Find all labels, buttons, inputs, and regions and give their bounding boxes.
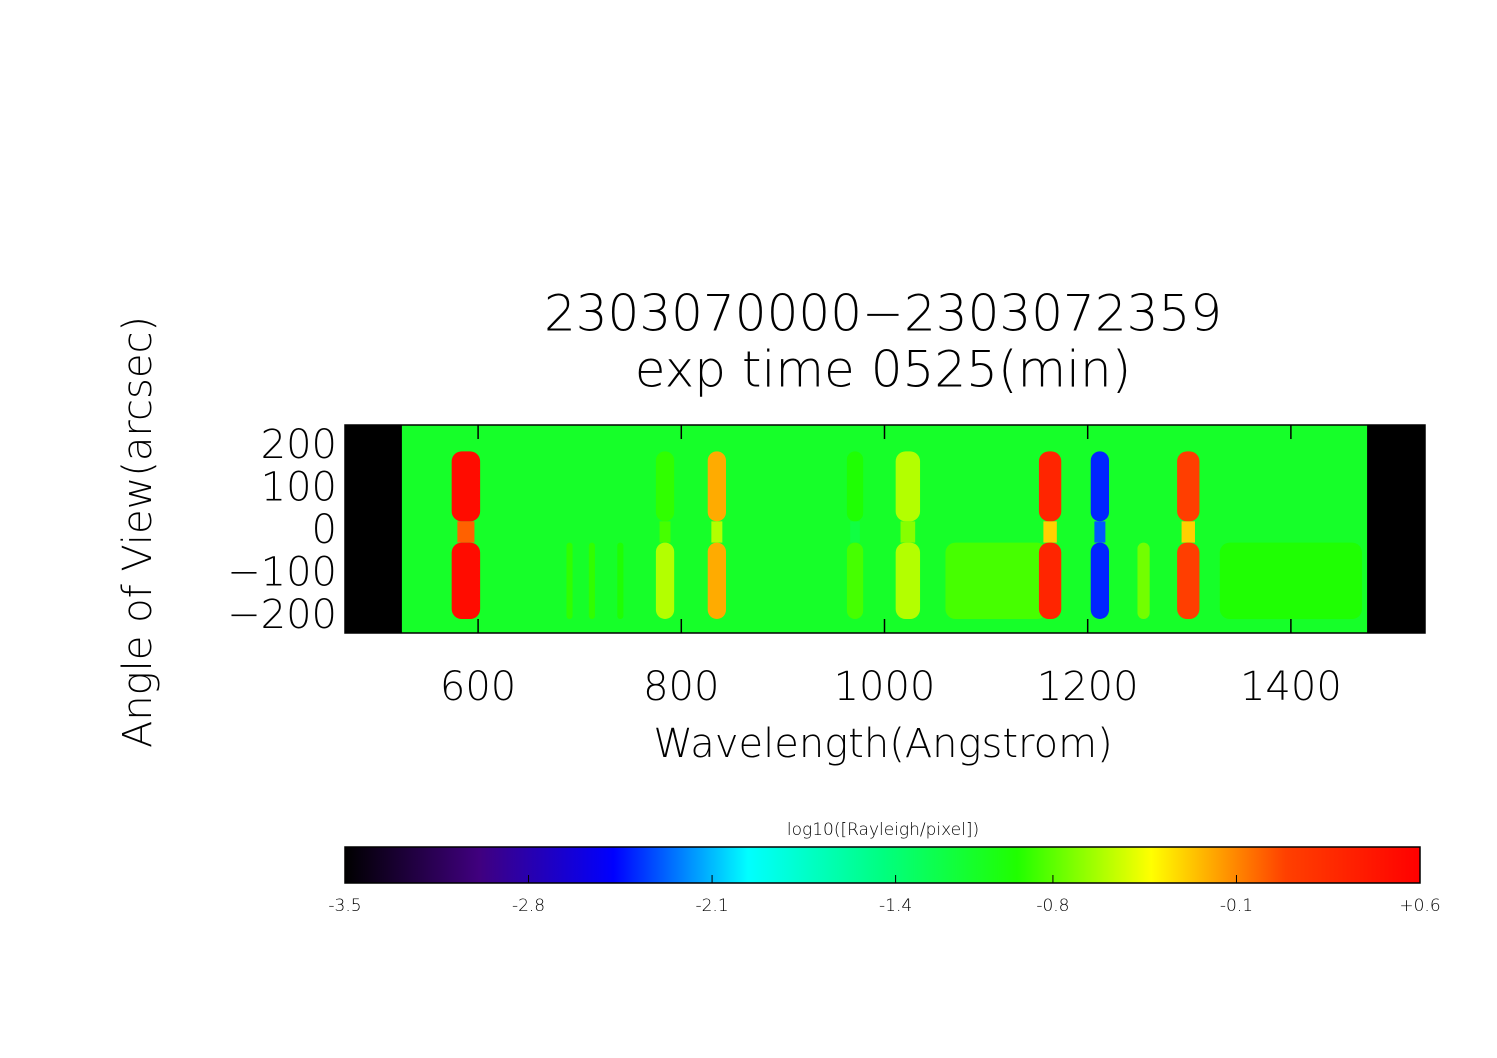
emission-band [711, 521, 723, 543]
emission-band [617, 542, 624, 619]
emission-band [588, 542, 595, 619]
y-tick-label: 100 [261, 465, 337, 511]
y-tick-label: −100 [227, 549, 337, 595]
emission-band [1090, 451, 1110, 522]
colorbar-tick-label: -0.1 [1220, 896, 1253, 916]
x-tick-label: 800 [643, 664, 719, 710]
emission-band [659, 521, 671, 543]
emission-band [900, 521, 916, 543]
chart-subtitle: exp time 0525(min) [635, 341, 1132, 399]
emission-band [1181, 521, 1195, 543]
colorbar-tick-label: -2.1 [695, 896, 728, 916]
colorbar-tick-label: -0.8 [1036, 896, 1069, 916]
y-tick-label: −200 [227, 592, 337, 638]
colorbar-tick-label: -3.5 [328, 896, 361, 916]
emission-band [1177, 542, 1200, 619]
emission-band [945, 542, 1048, 619]
emission-band [895, 542, 921, 619]
emission-band [655, 542, 675, 619]
x-tick-label: 1200 [1037, 664, 1139, 710]
emission-band [457, 521, 475, 543]
emission-band [566, 542, 573, 619]
emission-band [1094, 521, 1106, 543]
emission-band [850, 521, 860, 543]
emission-band [895, 451, 921, 522]
emission-band [846, 451, 864, 522]
emission-band [655, 451, 675, 522]
colorbar-label: log10([Rayleigh/pixel]) [787, 820, 979, 840]
colorbar-tick-label: -1.4 [879, 896, 912, 916]
emission-band [1137, 542, 1150, 619]
x-axis-label: Wavelength(Angstrom) [653, 721, 1112, 767]
emission-band [451, 542, 481, 619]
emission-band [846, 542, 864, 619]
emission-band [707, 451, 726, 522]
emission-band [451, 451, 481, 522]
y-tick-label: 0 [312, 507, 337, 553]
colorbar-tick-label: +0.6 [1399, 896, 1440, 916]
emission-band [1090, 542, 1110, 619]
emission-band [1219, 542, 1363, 619]
emission-band [1038, 451, 1062, 522]
x-tick-label: 1000 [834, 664, 936, 710]
detector-background [401, 425, 1368, 633]
x-tick-label: 600 [440, 664, 516, 710]
emission-band [1177, 451, 1200, 522]
y-axis-label: Angle of View(arcsec) [115, 316, 161, 748]
emission-band [707, 542, 726, 619]
y-tick-label: 200 [261, 422, 337, 468]
x-tick-label: 1400 [1240, 664, 1342, 710]
colorbar [344, 846, 1421, 884]
emission-band [1038, 542, 1062, 619]
chart-title: 2303070000−2303072359 [544, 285, 1222, 343]
emission-band [1043, 521, 1057, 543]
colorbar-tick-label: -2.8 [512, 896, 545, 916]
